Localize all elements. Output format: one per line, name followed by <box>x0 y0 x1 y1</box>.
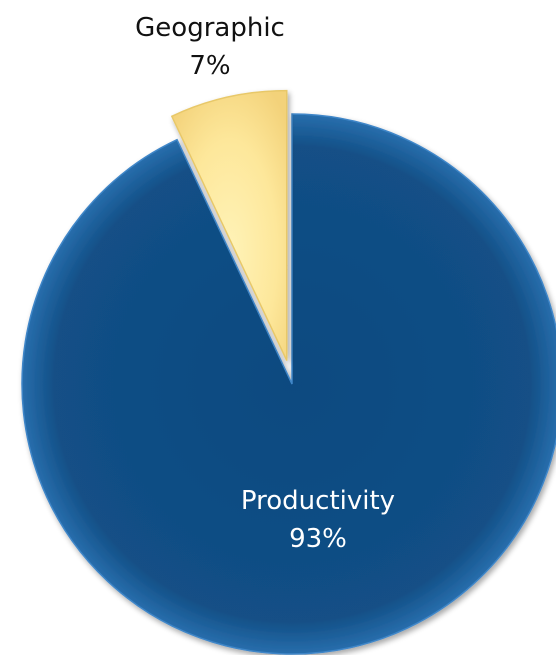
slice-name: Geographic <box>135 13 285 43</box>
slice-label-productivity: Productivity 93% <box>241 486 395 554</box>
slice-name: Productivity <box>241 486 395 516</box>
slice-percent: 93% <box>289 524 347 554</box>
pie-slice-geographic <box>170 89 288 361</box>
slice-label-geographic: Geographic 7% <box>135 13 285 81</box>
pie-slice-productivity <box>21 113 556 655</box>
slice-percent: 7% <box>189 51 230 81</box>
